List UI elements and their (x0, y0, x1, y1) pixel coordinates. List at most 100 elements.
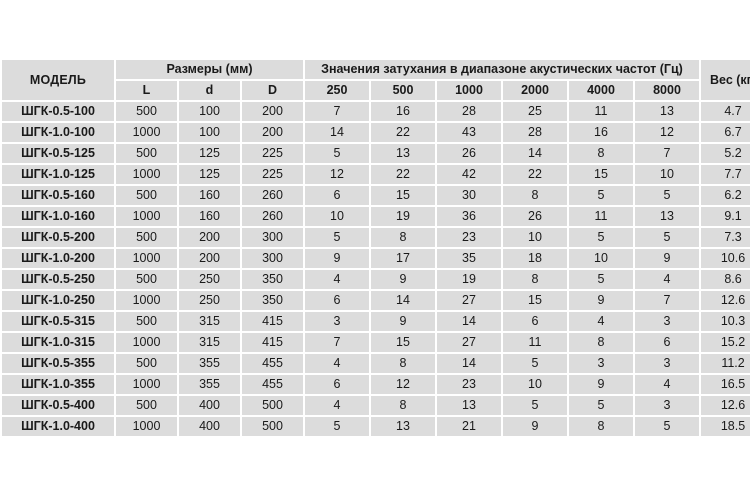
cell-freq-1000: 27 (437, 333, 501, 352)
cell-freq-4000: 5 (569, 228, 633, 247)
cell-freq-1000: 23 (437, 228, 501, 247)
cell-freq-1000: 35 (437, 249, 501, 268)
cell-model: ШГК-0.5-315 (2, 312, 114, 331)
cell-freq-1000: 19 (437, 270, 501, 289)
table-row: ШГК-1.0-160 1000 160 260 10 19 36 26 11 13 9.1 (2, 207, 750, 226)
table-row: ШГК-0.5-160 500 160 260 6 15 30 8 5 5 6.2 (2, 186, 750, 205)
column-header-length: L (116, 81, 177, 100)
cell-outer-diameter: 455 (242, 375, 303, 394)
cell-weight: 7.3 (701, 228, 750, 247)
cell-weight: 12.6 (701, 396, 750, 415)
cell-freq-8000: 3 (635, 396, 700, 415)
cell-freq-500: 16 (371, 102, 435, 121)
cell-freq-4000: 15 (569, 165, 633, 184)
cell-inner-diameter: 250 (179, 270, 240, 289)
table-row: ШГК-1.0-355 1000 355 455 6 12 23 10 9 4 16.5 (2, 375, 750, 394)
cell-inner-diameter: 250 (179, 291, 240, 310)
cell-freq-2000: 25 (503, 102, 567, 121)
cell-freq-2000: 8 (503, 270, 567, 289)
cell-length: 500 (116, 270, 177, 289)
cell-outer-diameter: 200 (242, 123, 303, 142)
cell-model: ШГК-1.0-200 (2, 249, 114, 268)
cell-inner-diameter: 125 (179, 165, 240, 184)
cell-model: ШГК-1.0-400 (2, 417, 114, 436)
cell-weight: 4.7 (701, 102, 750, 121)
cell-outer-diameter: 500 (242, 417, 303, 436)
cell-outer-diameter: 260 (242, 207, 303, 226)
cell-freq-250: 6 (305, 291, 369, 310)
cell-freq-250: 10 (305, 207, 369, 226)
column-header-inner-diameter: d (179, 81, 240, 100)
cell-weight: 10.3 (701, 312, 750, 331)
cell-length: 500 (116, 312, 177, 331)
cell-freq-8000: 9 (635, 249, 700, 268)
cell-freq-8000: 3 (635, 312, 700, 331)
cell-weight: 8.6 (701, 270, 750, 289)
table-row: ШГК-0.5-355 500 355 455 4 8 14 5 3 3 11.2 (2, 354, 750, 373)
cell-freq-250: 4 (305, 354, 369, 373)
column-header-freq-250: 250 (305, 81, 369, 100)
cell-freq-8000: 13 (635, 102, 700, 121)
cell-inner-diameter: 355 (179, 375, 240, 394)
cell-length: 1000 (116, 417, 177, 436)
column-header-outer-diameter: D (242, 81, 303, 100)
cell-freq-8000: 5 (635, 186, 700, 205)
cell-freq-250: 5 (305, 228, 369, 247)
cell-length: 1000 (116, 207, 177, 226)
cell-freq-2000: 8 (503, 186, 567, 205)
cell-freq-250: 12 (305, 165, 369, 184)
cell-freq-4000: 5 (569, 186, 633, 205)
cell-freq-500: 9 (371, 312, 435, 331)
cell-length: 1000 (116, 165, 177, 184)
cell-model: ШГК-0.5-200 (2, 228, 114, 247)
cell-freq-1000: 14 (437, 312, 501, 331)
cell-length: 500 (116, 354, 177, 373)
cell-length: 1000 (116, 123, 177, 142)
cell-weight: 7.7 (701, 165, 750, 184)
cell-freq-8000: 5 (635, 228, 700, 247)
cell-freq-1000: 23 (437, 375, 501, 394)
cell-freq-8000: 4 (635, 375, 700, 394)
cell-length: 1000 (116, 291, 177, 310)
cell-inner-diameter: 160 (179, 186, 240, 205)
cell-freq-2000: 11 (503, 333, 567, 352)
cell-freq-250: 7 (305, 102, 369, 121)
cell-weight: 6.2 (701, 186, 750, 205)
cell-inner-diameter: 400 (179, 417, 240, 436)
table-row: ШГК-0.5-400 500 400 500 4 8 13 5 5 3 12.6 (2, 396, 750, 415)
cell-freq-250: 6 (305, 375, 369, 394)
table-row: ШГК-0.5-125 500 125 225 5 13 26 14 8 7 5.2 (2, 144, 750, 163)
table-row: ШГК-1.0-125 1000 125 225 12 22 42 22 15 10 7.7 (2, 165, 750, 184)
cell-freq-2000: 6 (503, 312, 567, 331)
cell-model: ШГК-1.0-160 (2, 207, 114, 226)
table-row: ШГК-0.5-315 500 315 415 3 9 14 6 4 3 10.3 (2, 312, 750, 331)
cell-freq-4000: 10 (569, 249, 633, 268)
column-header-model: МОДЕЛЬ (2, 60, 114, 100)
cell-freq-500: 9 (371, 270, 435, 289)
cell-model: ШГК-1.0-315 (2, 333, 114, 352)
cell-outer-diameter: 415 (242, 333, 303, 352)
table-row: ШГК-0.5-100 500 100 200 7 16 28 25 11 13 4.7 (2, 102, 750, 121)
table-header: МОДЕЛЬ Размеры (мм) Значения затухания в… (2, 60, 750, 100)
header-row-groups: МОДЕЛЬ Размеры (мм) Значения затухания в… (2, 60, 750, 100)
cell-freq-4000: 16 (569, 123, 633, 142)
cell-freq-500: 15 (371, 186, 435, 205)
cell-weight: 9.1 (701, 207, 750, 226)
cell-weight: 15.2 (701, 333, 750, 352)
cell-length: 500 (116, 396, 177, 415)
table-body: ШГК-0.5-100 500 100 200 7 16 28 25 11 13 4.7 ШГК-1.… (2, 102, 750, 436)
column-header-freq-500: 500 (371, 81, 435, 100)
cell-freq-2000: 28 (503, 123, 567, 142)
cell-freq-1000: 43 (437, 123, 501, 142)
cell-freq-8000: 7 (635, 291, 700, 310)
cell-freq-8000: 10 (635, 165, 700, 184)
cell-freq-4000: 9 (569, 291, 633, 310)
cell-model: ШГК-0.5-355 (2, 354, 114, 373)
cell-outer-diameter: 415 (242, 312, 303, 331)
cell-model: ШГК-0.5-400 (2, 396, 114, 415)
cell-freq-4000: 3 (569, 354, 633, 373)
cell-inner-diameter: 200 (179, 228, 240, 247)
cell-freq-250: 3 (305, 312, 369, 331)
cell-freq-8000: 7 (635, 144, 700, 163)
cell-freq-1000: 30 (437, 186, 501, 205)
